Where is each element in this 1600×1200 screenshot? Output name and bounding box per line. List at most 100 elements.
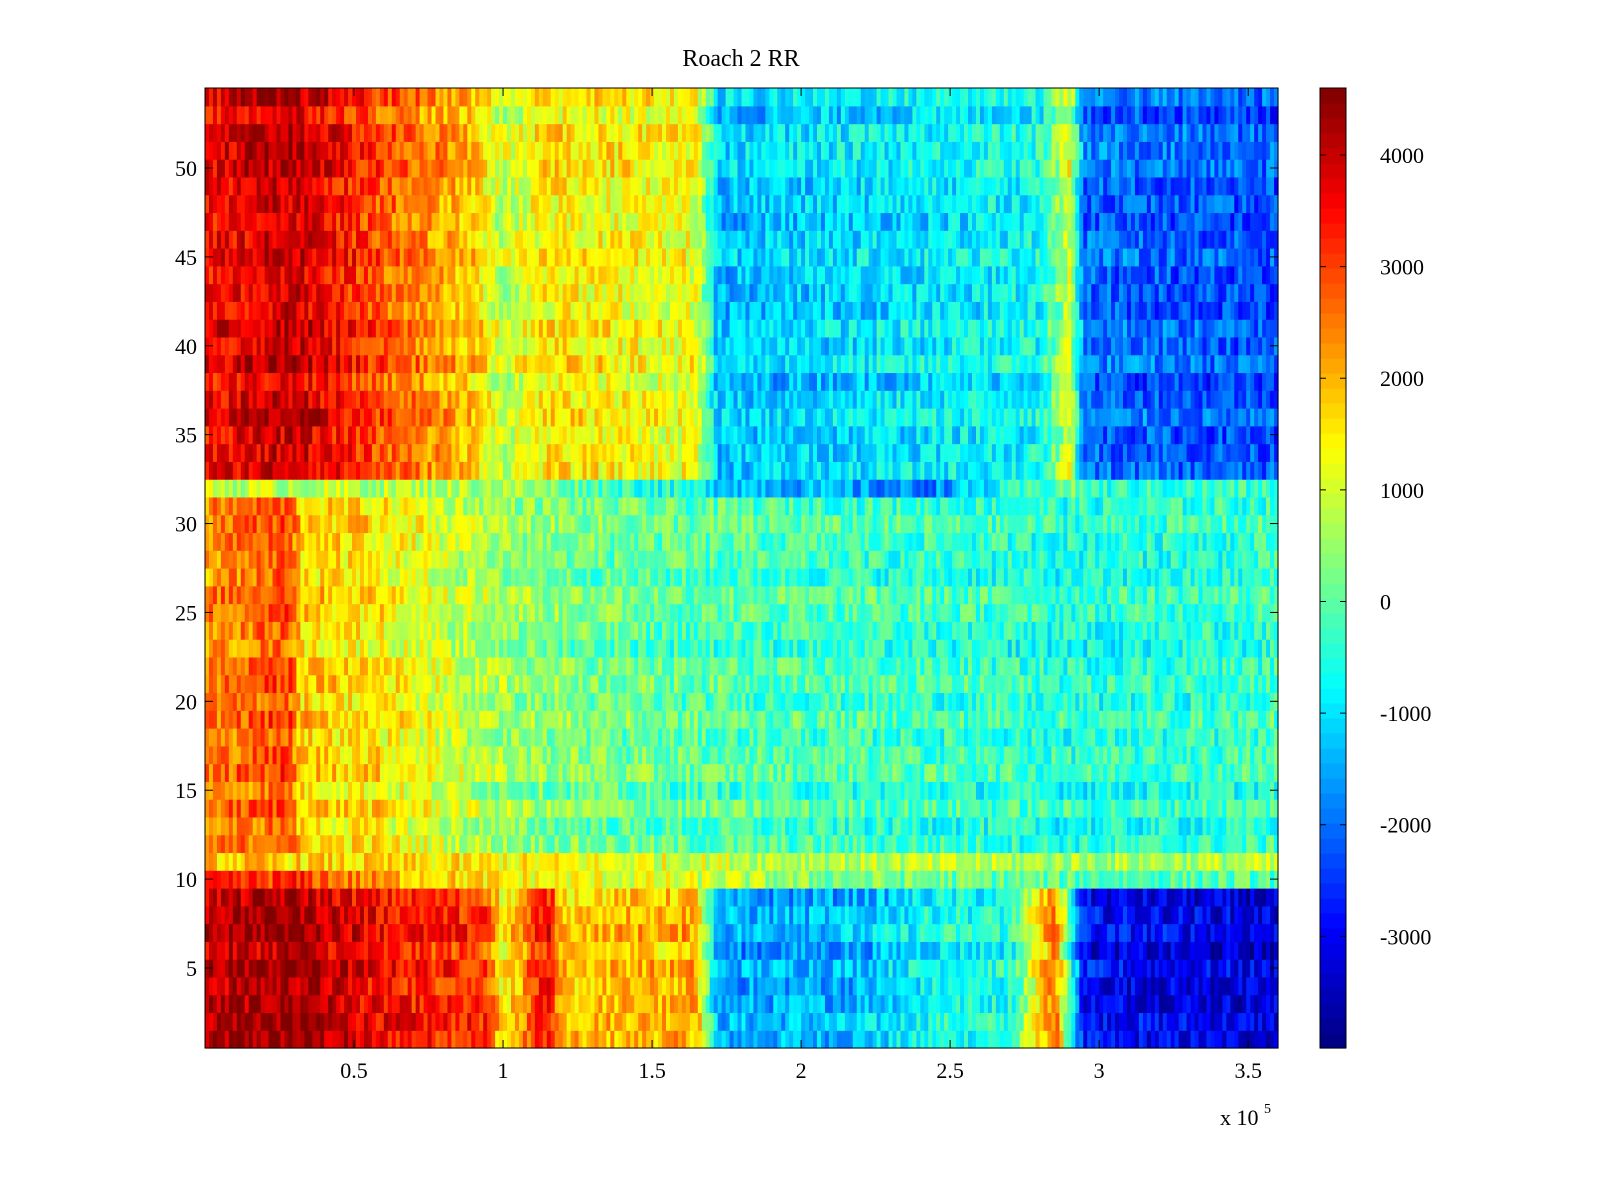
heatmap-cell — [658, 799, 663, 818]
heatmap-cell — [359, 1012, 365, 1031]
heatmap-cell — [387, 959, 393, 978]
heatmap-cell — [208, 710, 214, 729]
heatmap-cell — [983, 994, 989, 1014]
heatmap-cell — [1242, 852, 1247, 871]
heatmap-cell — [598, 994, 603, 1014]
heatmap-cell — [884, 816, 890, 836]
heatmap-cell — [1162, 834, 1168, 854]
heatmap-cell — [1130, 728, 1136, 747]
heatmap-cell — [999, 834, 1005, 854]
heatmap-cell — [578, 976, 584, 996]
heatmap-cell — [1075, 852, 1080, 871]
heatmap-cell — [1142, 959, 1148, 978]
heatmap-cell — [979, 923, 985, 942]
heatmap-cell — [936, 1012, 941, 1031]
heatmap-cell — [304, 888, 309, 907]
heatmap-cell — [1019, 834, 1025, 854]
heatmap-cell — [284, 710, 290, 729]
heatmap-cell — [824, 959, 830, 978]
heatmap-cell — [1142, 852, 1148, 871]
heatmap-cell — [280, 816, 286, 836]
heatmap-cell — [1222, 994, 1227, 1014]
heatmap-cell — [530, 745, 536, 765]
heatmap-cell — [781, 834, 786, 854]
heatmap-cell — [836, 745, 842, 765]
heatmap-cell — [1194, 834, 1200, 854]
heatmap-cell — [244, 710, 250, 729]
heatmap-cell — [908, 1012, 913, 1031]
heatmap-cell — [805, 728, 810, 747]
heatmap-cell — [1266, 994, 1271, 1014]
heatmap-cell — [701, 781, 707, 800]
heatmap-cell — [1091, 745, 1096, 765]
heatmap-cell — [781, 763, 786, 782]
heatmap-cell — [570, 905, 576, 925]
heatmap-cell — [471, 745, 476, 765]
heatmap-cell — [1246, 728, 1251, 747]
heatmap-cell — [423, 1012, 429, 1031]
heatmap-cell — [868, 905, 874, 925]
heatmap-cell — [860, 834, 866, 854]
heatmap-cell — [725, 710, 731, 729]
heatmap-cell — [1011, 728, 1017, 747]
heatmap-cell — [693, 959, 699, 978]
heatmap-cell — [1190, 1030, 1196, 1049]
heatmap-cell — [1226, 941, 1231, 960]
heatmap-cell — [936, 799, 941, 818]
heatmap-cell — [964, 923, 969, 942]
heatmap-cell — [646, 941, 651, 960]
heatmap-cell — [681, 888, 687, 907]
heatmap-cell — [292, 923, 297, 942]
heatmap-cell — [1039, 834, 1045, 854]
heatmap-cell — [356, 959, 361, 978]
heatmap-cell — [1254, 834, 1259, 854]
heatmap-cell — [658, 763, 663, 782]
heatmap-cell — [753, 870, 758, 889]
heatmap-cell — [578, 710, 584, 729]
heatmap-cell — [1091, 905, 1096, 925]
heatmap-cell — [741, 781, 747, 800]
heatmap-cell — [801, 799, 806, 818]
heatmap-cell — [844, 976, 850, 996]
heatmap-cell — [558, 799, 564, 818]
heatmap-cell — [328, 941, 333, 960]
heatmap-cell — [507, 976, 512, 996]
heatmap-cell — [781, 816, 786, 836]
heatmap-cell — [1035, 994, 1041, 1014]
heatmap-cell — [1130, 976, 1136, 996]
heatmap-cell — [602, 834, 607, 854]
heatmap-cell — [1142, 905, 1148, 925]
heatmap-cell — [876, 799, 882, 818]
heatmap-cell — [777, 870, 782, 889]
heatmap-cell — [1230, 994, 1235, 1014]
heatmap-cell — [662, 816, 667, 836]
heatmap-cell — [415, 834, 421, 854]
heatmap-cell — [574, 959, 580, 978]
heatmap-cell — [677, 781, 683, 800]
heatmap-cell — [999, 1030, 1005, 1049]
heatmap-cell — [248, 763, 254, 782]
heatmap-cell — [852, 941, 858, 960]
heatmap-cell — [1274, 799, 1279, 818]
heatmap-cell — [1170, 923, 1176, 942]
heatmap-cell — [1059, 852, 1064, 871]
heatmap-cell — [212, 710, 218, 729]
heatmap-cell — [769, 959, 774, 978]
heatmap-cell — [1222, 1030, 1227, 1049]
heatmap-cell — [1262, 816, 1267, 836]
heatmap-cell — [419, 959, 425, 978]
heatmap-cell — [431, 728, 437, 747]
heatmap-cell — [789, 816, 794, 836]
heatmap-cell — [284, 799, 290, 818]
heatmap-cell — [479, 1030, 484, 1049]
heatmap-cell — [1126, 745, 1132, 765]
heatmap-cell — [407, 781, 413, 800]
heatmap-cell — [697, 1012, 703, 1031]
heatmap-cell — [344, 959, 349, 978]
heatmap-cell — [904, 852, 910, 871]
heatmap-cell — [415, 870, 421, 889]
heatmap-cell — [340, 728, 345, 747]
heatmap-cell — [451, 763, 456, 782]
heatmap-cell — [1071, 728, 1076, 747]
heatmap-cell — [387, 888, 393, 907]
